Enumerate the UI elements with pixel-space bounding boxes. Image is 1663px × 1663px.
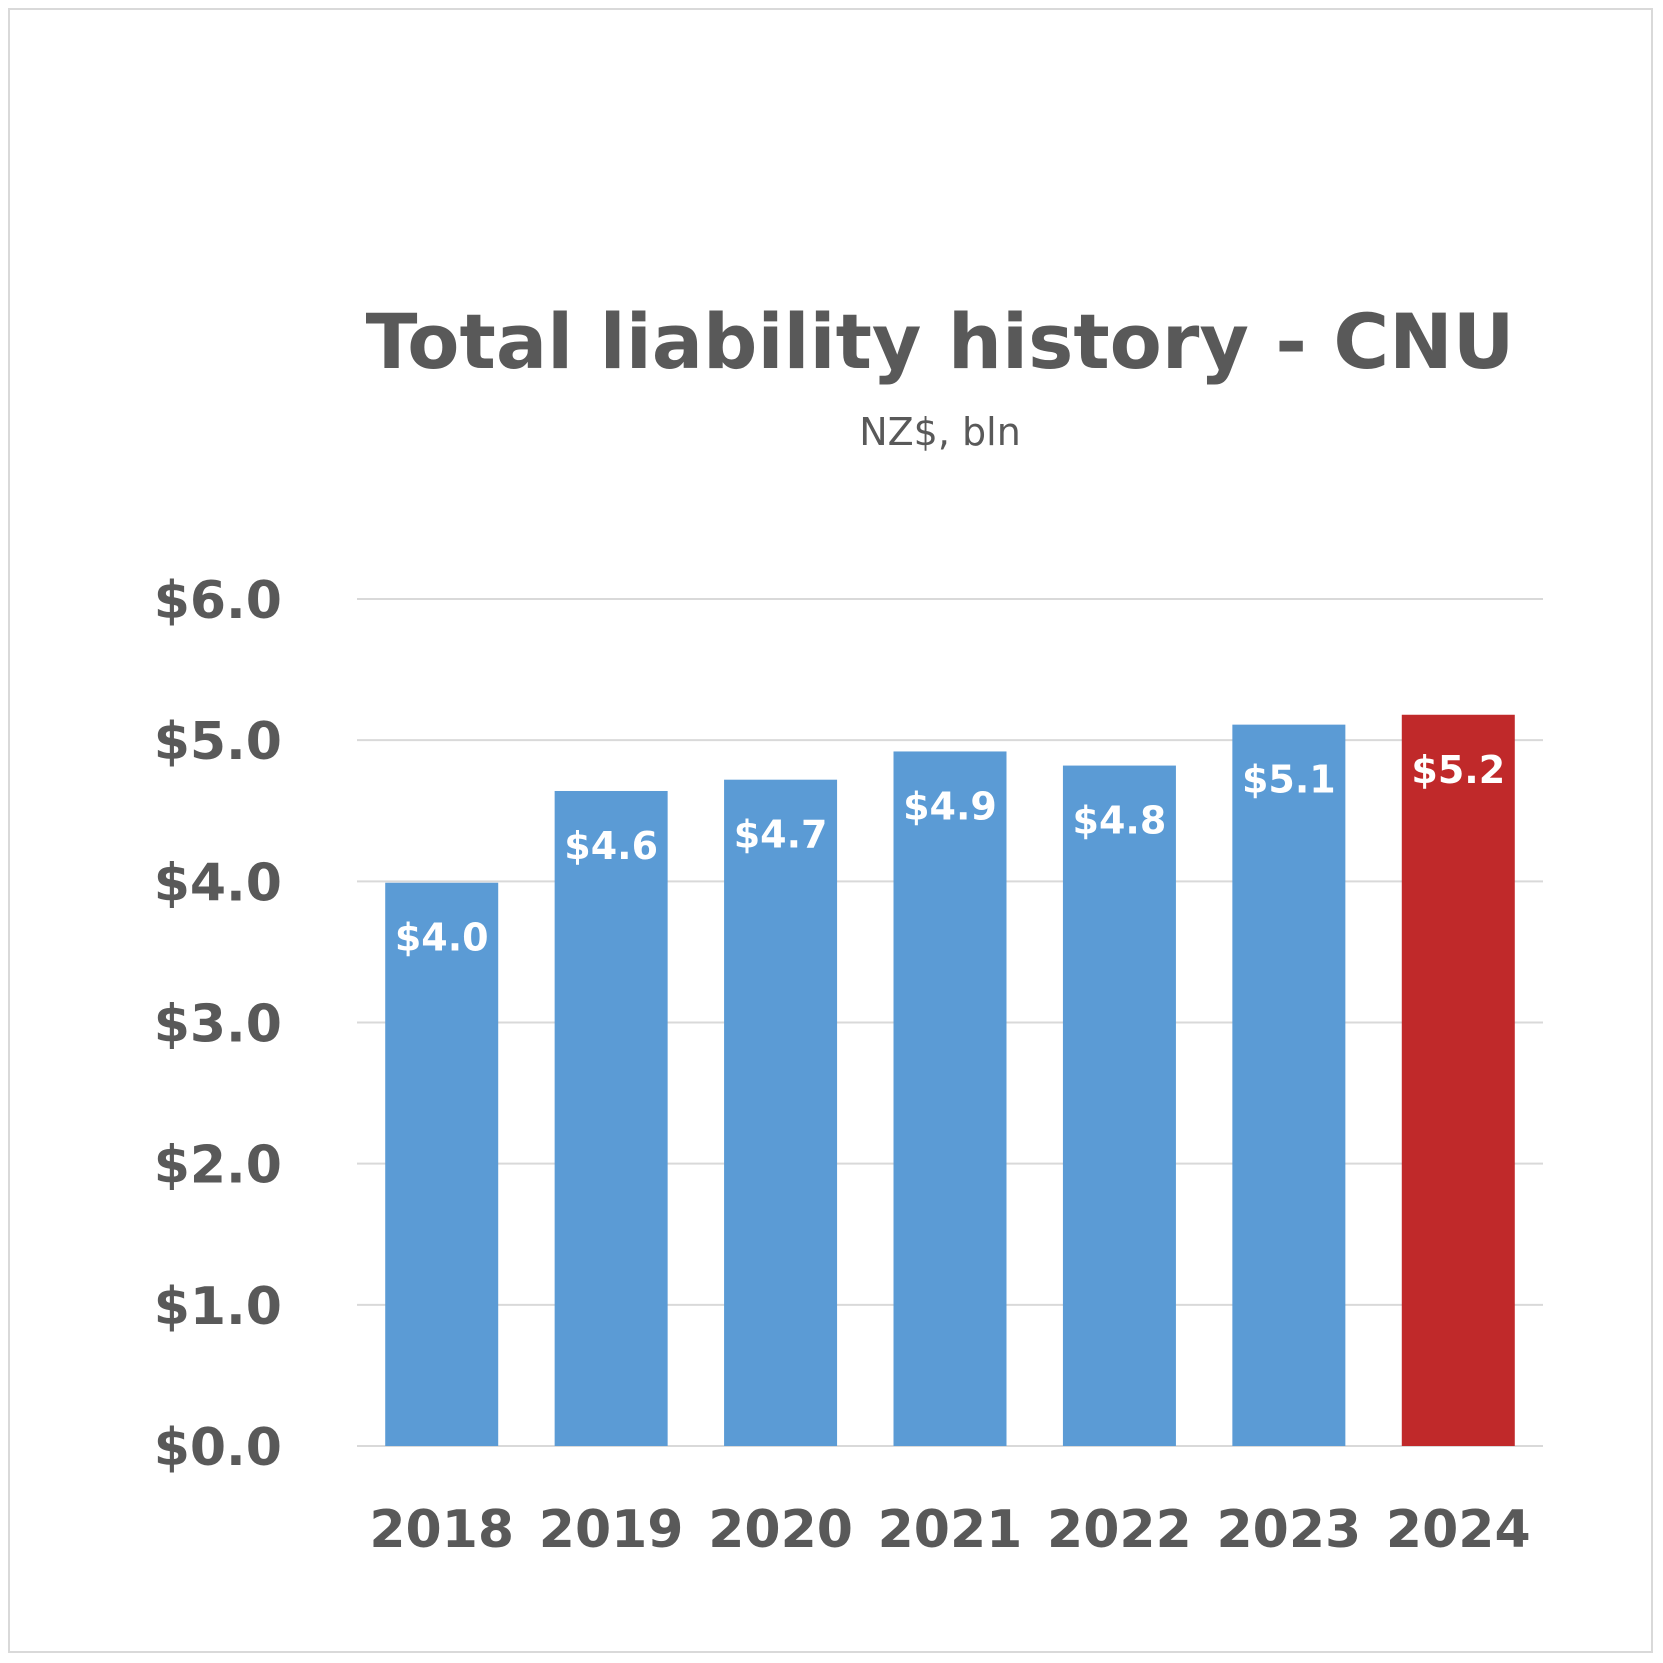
bar-2024: [1401, 714, 1515, 1446]
y-tick-label: $4.0: [154, 853, 282, 913]
bar-2019: [554, 790, 668, 1446]
chart-subtitle: NZ$, bln: [859, 410, 1021, 454]
bars: [385, 714, 1515, 1446]
bar-2020: [724, 779, 838, 1446]
y-tick-label: $0.0: [154, 1418, 282, 1478]
y-tick-label: $3.0: [154, 995, 282, 1055]
data-label-2019: $4.6: [564, 824, 658, 868]
y-tick-label: $1.0: [154, 1277, 282, 1337]
y-tick-label: $6.0: [154, 571, 282, 631]
bar-2023: [1232, 724, 1346, 1446]
x-tick-label-2018: 2018: [369, 1500, 514, 1560]
x-axis-tick-labels: 2018 2019 2020 2021 2022 2023 2024: [369, 1500, 1530, 1560]
x-tick-label-2020: 2020: [708, 1500, 853, 1560]
y-axis-tick-labels: $0.0 $1.0 $2.0 $3.0 $4.0 $5.0 $6.0: [154, 571, 282, 1478]
data-label-2021: $4.9: [903, 784, 997, 828]
data-label-2024: $5.2: [1411, 748, 1505, 792]
x-tick-label-2021: 2021: [878, 1500, 1023, 1560]
data-label-2020: $4.7: [734, 813, 828, 857]
data-label-2022: $4.8: [1073, 799, 1167, 843]
x-tick-label-2023: 2023: [1216, 1500, 1361, 1560]
chart-title: Total liability history - CNU: [366, 297, 1515, 386]
bar-2022: [1062, 765, 1176, 1446]
x-tick-label-2019: 2019: [539, 1500, 684, 1560]
data-label-2023: $5.1: [1242, 758, 1336, 802]
bar-2021: [893, 751, 1007, 1446]
data-label-2018: $4.0: [395, 916, 489, 960]
data-labels: $4.0 $4.6 $4.7 $4.9 $4.8 $5.1 $5.2: [395, 748, 1505, 960]
y-tick-label: $2.0: [154, 1136, 282, 1196]
y-tick-label: $5.0: [154, 712, 282, 772]
x-tick-label-2022: 2022: [1047, 1500, 1192, 1560]
x-tick-label-2024: 2024: [1386, 1500, 1531, 1560]
bar-2018: [385, 882, 499, 1446]
